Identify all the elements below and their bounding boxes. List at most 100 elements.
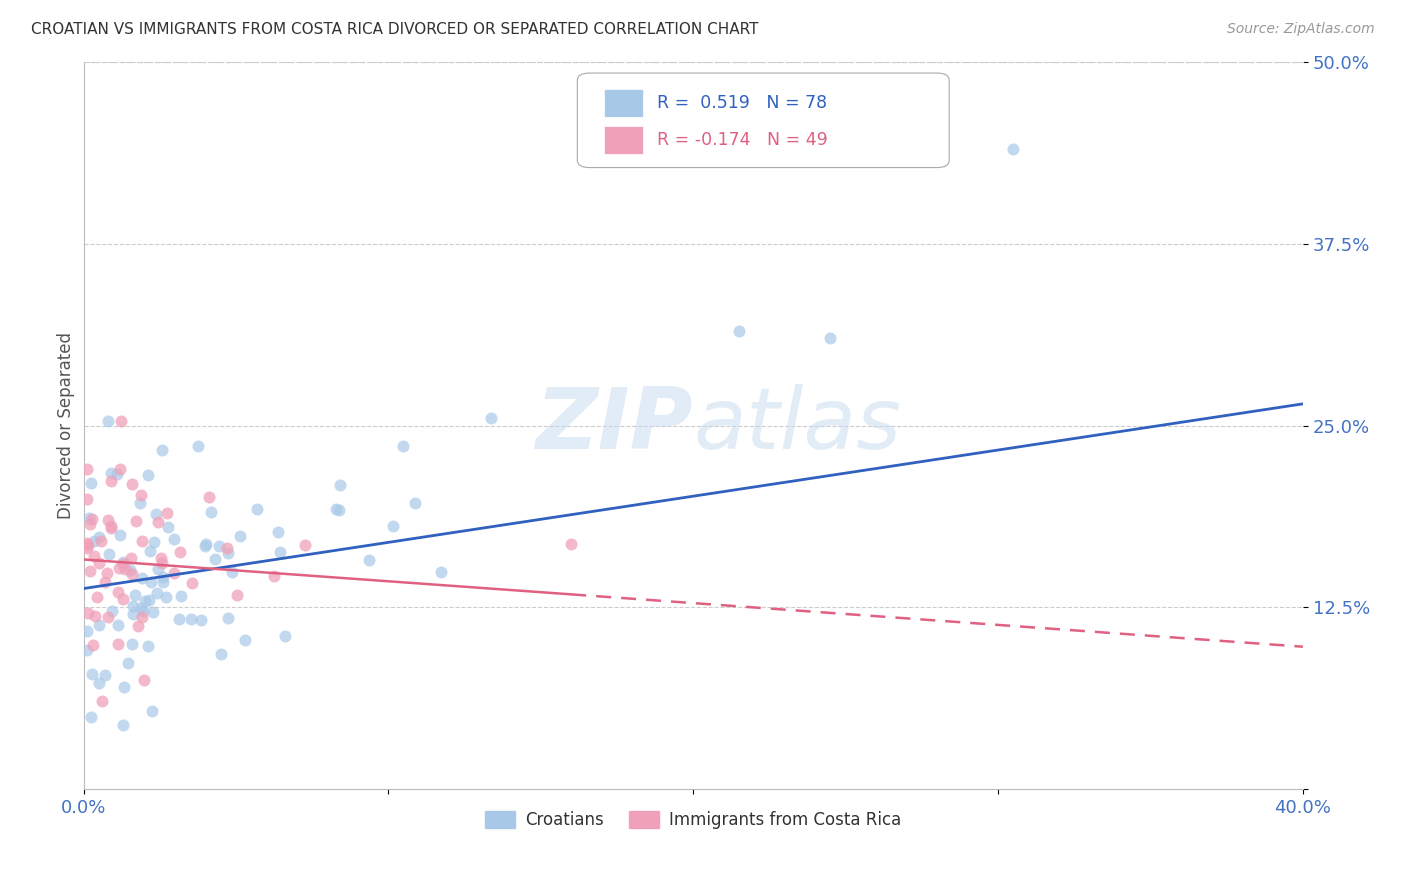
Point [107,584,129,599]
Point [294,538,316,552]
Point [80,709,103,723]
Point [146,516,169,530]
Point [94,574,117,589]
Point [131,609,153,624]
Point [108,462,131,476]
Point [187,439,209,453]
Point [194,539,217,553]
Point [108,528,131,542]
Point [100,466,122,480]
Point [112,558,135,572]
Point [90,694,112,708]
Point [180,612,202,626]
Point [246,501,269,516]
Point [266,524,288,539]
Point [479,411,502,425]
Point [110,414,132,428]
Text: R = -0.174   N = 49: R = -0.174 N = 49 [657,131,827,149]
Point [145,508,167,522]
Point [97,609,120,624]
Point [79,510,101,524]
Point [121,637,143,651]
Point [132,604,155,618]
Point [80,475,103,490]
Point [107,617,129,632]
Point [96,566,118,580]
Point [1002,142,1025,156]
Point [87,530,110,544]
Point [392,439,415,453]
Point [329,477,352,491]
Point [228,529,250,543]
Bar [605,89,643,117]
Point [111,592,134,607]
Text: atlas: atlas [693,384,901,467]
Point [150,557,173,571]
Point [121,567,143,582]
Point [101,603,124,617]
Point [97,513,120,527]
Point [129,488,152,502]
Point [359,552,381,566]
Point [263,569,285,583]
Y-axis label: Divorced or Separated: Divorced or Separated [58,332,75,519]
Point [163,533,186,547]
Point [136,639,159,653]
Point [84,608,107,623]
Point [100,519,122,533]
Text: Source: ZipAtlas.com: Source: ZipAtlas.com [1227,22,1375,37]
Point [90,534,112,549]
Point [163,566,186,580]
Point [100,474,122,488]
Point [117,657,139,671]
Text: ZIP: ZIP [536,384,693,467]
Point [111,555,134,569]
Point [139,544,162,558]
Point [138,592,160,607]
Point [79,564,101,578]
Point [198,491,221,505]
Point [108,561,131,575]
Point [121,607,143,622]
Point [134,673,156,688]
Point [157,520,180,534]
Point [76,642,98,657]
Point [170,589,193,603]
Point [156,507,179,521]
Point [152,570,174,584]
Point [80,667,103,681]
Point [97,413,120,427]
Point [221,565,243,579]
Point [82,512,104,526]
Point [169,612,191,626]
Point [169,545,191,559]
Point [728,324,751,338]
Point [328,503,350,517]
Point [269,545,291,559]
Point [143,534,166,549]
Point [146,562,169,576]
Point [820,331,842,345]
Point [209,647,232,661]
Point [560,537,582,551]
Point [430,566,453,580]
Point [118,563,141,577]
Point [76,492,98,507]
Point [76,536,98,550]
Point [121,476,143,491]
Point [181,576,204,591]
Point [131,571,153,585]
Point [155,590,177,604]
Point [142,606,165,620]
Point [274,629,297,643]
Point [217,611,239,625]
Point [82,639,104,653]
Point [122,599,145,613]
Point [217,546,239,560]
Point [225,588,247,602]
Point [120,551,142,566]
Point [87,676,110,690]
Point [382,519,405,533]
Point [87,556,110,570]
Point [195,536,218,550]
